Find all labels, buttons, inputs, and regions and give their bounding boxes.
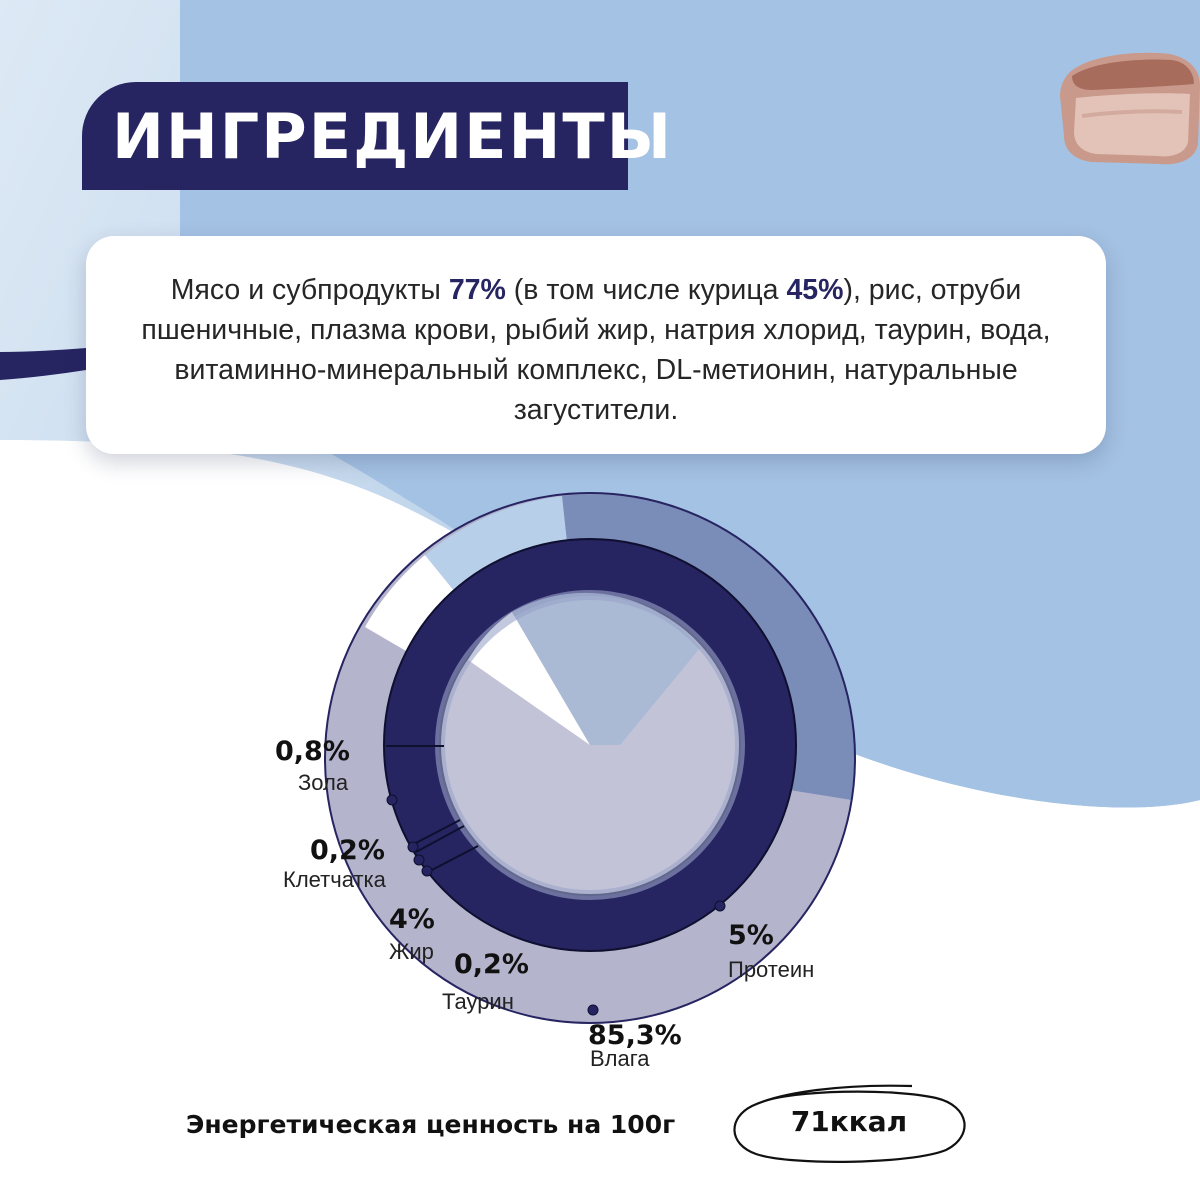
zhir-value: 4% — [389, 904, 435, 935]
energy-label: Энергетическая ценность на 100г — [186, 1110, 676, 1139]
inner-white-wedge — [468, 612, 590, 745]
outer-disc-outline — [324, 492, 856, 1024]
marker-kletchatka — [407, 841, 419, 853]
vlaga-value: 85,3% — [588, 1020, 682, 1051]
ingredient-text: ), рис, отруби пшеничные, плазма крови, … — [141, 274, 1051, 426]
ingredients-card: Мясо и субпродукты 77% (в том числе кури… — [86, 236, 1106, 454]
separator-4 — [427, 845, 479, 873]
ingredient-highlight: 45% — [786, 274, 844, 306]
meat-piece-icon — [1060, 52, 1200, 165]
kletchatka-value: 0,2% — [310, 835, 385, 866]
protein-label: Протеин — [728, 957, 815, 982]
taurin-value: 0,2% — [454, 949, 529, 980]
separator-2 — [411, 819, 461, 846]
vlaga-label: Влага — [590, 1046, 650, 1071]
marker-zhir — [413, 854, 425, 866]
inner-sky-wedge — [512, 592, 700, 745]
zola-label: Зола — [298, 770, 349, 795]
energy-oval-frame — [733, 1084, 966, 1163]
marker-vlaga — [587, 1004, 599, 1016]
ingredient-text: (в том числе курица — [505, 274, 787, 306]
marker-protein — [714, 900, 726, 912]
separator-3 — [415, 825, 465, 853]
zhir-label: Жир — [389, 939, 434, 964]
ingredient-highlight: 77% — [448, 274, 506, 306]
marker-zola — [386, 794, 398, 806]
taurin-label: Таурин — [442, 989, 514, 1014]
page-title: ИНГРЕДИЕНТЫ — [112, 100, 673, 173]
protein-value: 5% — [728, 920, 774, 951]
kletchatka-label: Клетчатка — [283, 867, 386, 892]
page-title-banner: ИНГРЕДИЕНТЫ — [82, 82, 671, 190]
navy-swoosh — [0, 348, 86, 380]
energy-value: 71ккал — [790, 1105, 908, 1138]
zola-value: 0,8% — [275, 736, 350, 767]
marker-taurin — [421, 865, 433, 877]
ingredient-text: Мясо и субпродукты — [170, 274, 449, 306]
